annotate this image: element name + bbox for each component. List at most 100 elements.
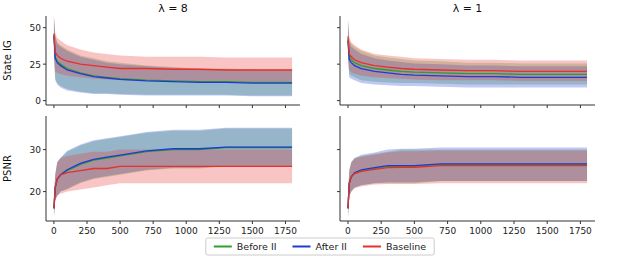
band: [54, 129, 292, 217]
x-tick: [381, 221, 382, 224]
y-tick: [43, 100, 46, 101]
x-axis: [46, 221, 300, 222]
x-tick-label: 1250: [208, 226, 231, 236]
x-tick: [252, 105, 253, 108]
x-tick: [219, 221, 220, 224]
panel: λ = 1: [337, 2, 595, 108]
y-label: State IG: [2, 40, 13, 80]
x-tick: [153, 221, 154, 224]
x-tick: [120, 105, 121, 108]
x-tick: [447, 221, 448, 224]
series-line: [54, 34, 292, 70]
y-tick: [337, 27, 340, 28]
x-tick: [120, 221, 121, 224]
legend-label: Before II: [237, 241, 277, 252]
x-tick-label: 1500: [536, 226, 559, 236]
x-tick-label: 1750: [569, 226, 592, 236]
series-line: [348, 36, 587, 71]
x-tick: [381, 105, 382, 108]
x-axis: [340, 105, 595, 106]
x-tick: [153, 105, 154, 108]
y-tick: [43, 191, 46, 192]
y-tick: [337, 191, 340, 192]
series-line: [54, 36, 292, 83]
x-tick-label: 0: [345, 226, 351, 236]
x-tick: [414, 221, 415, 224]
series-line: [54, 35, 292, 82]
legend-label: After II: [315, 241, 346, 252]
band: [54, 128, 292, 217]
y-tick: [43, 27, 46, 28]
x-tick: [480, 105, 481, 108]
y-axis: [340, 16, 341, 105]
band: [348, 148, 587, 217]
panel: 0 25 50 λ = 8 State IG: [2, 2, 300, 108]
x-axis: [340, 221, 595, 222]
plot-area: [54, 16, 292, 96]
x-tick-label: 750: [439, 226, 456, 236]
y-tick-label: 30: [30, 145, 42, 155]
x-tick: [513, 105, 514, 108]
y-axis: [46, 116, 47, 221]
x-tick-label: 250: [373, 226, 390, 236]
title: λ = 1: [453, 2, 483, 15]
plot-area: [54, 128, 292, 217]
x-tick: [53, 105, 54, 108]
panel: 02505007501000125015001750: [337, 116, 595, 236]
y-tick-label: 20: [30, 187, 42, 197]
y-tick-label: 50: [30, 23, 42, 33]
x-tick: [447, 105, 448, 108]
legend: Before IIAfter IIBaseline: [206, 238, 434, 255]
y-tick-label: 25: [30, 60, 41, 70]
x-tick-label: 0: [51, 226, 57, 236]
series-line: [54, 148, 292, 209]
y-tick: [337, 149, 340, 150]
series-line: [348, 164, 587, 208]
legend-swatch: [292, 246, 310, 248]
x-tick: [547, 105, 548, 108]
x-tick-label: 1000: [469, 226, 492, 236]
plot-area: [348, 148, 587, 217]
y-label: PSNR: [2, 155, 13, 182]
panel: 025050075010001250150017502030PSNR: [2, 116, 300, 236]
x-tick-label: 1000: [175, 226, 198, 236]
x-tick-label: 1750: [274, 226, 297, 236]
series-line: [348, 166, 587, 209]
x-tick: [347, 105, 348, 108]
x-axis: [46, 105, 300, 106]
y-tick: [337, 64, 340, 65]
y-tick: [337, 100, 340, 101]
series-line: [348, 39, 587, 74]
series-line: [54, 166, 292, 208]
x-tick: [513, 221, 514, 224]
x-tick: [186, 221, 187, 224]
y-tick-label: 0: [35, 96, 41, 106]
x-tick: [285, 221, 286, 224]
x-tick: [87, 105, 88, 108]
x-tick: [285, 105, 286, 108]
x-tick: [580, 221, 581, 224]
x-tick: [53, 221, 54, 224]
band: [54, 16, 292, 82]
band: [348, 19, 587, 81]
x-tick: [547, 221, 548, 224]
x-tick: [87, 221, 88, 224]
legend-swatch: [363, 246, 381, 248]
y-tick: [43, 64, 46, 65]
figure: 02550λ = 8State IGBefore IIAfter IIBasel…: [0, 0, 640, 257]
x-tick: [580, 105, 581, 108]
x-tick-label: 750: [145, 226, 162, 236]
x-tick-label: 500: [406, 226, 423, 236]
series-line: [348, 164, 587, 209]
x-tick: [414, 105, 415, 108]
band: [54, 16, 292, 96]
title: λ = 8: [158, 2, 188, 15]
legend-box: [206, 238, 434, 255]
x-tick: [347, 221, 348, 224]
x-tick-label: 250: [78, 226, 95, 236]
x-tick-label: 500: [111, 226, 128, 236]
band: [54, 150, 292, 217]
band: [348, 150, 587, 216]
legend-swatch: [214, 246, 232, 248]
x-tick: [219, 105, 220, 108]
